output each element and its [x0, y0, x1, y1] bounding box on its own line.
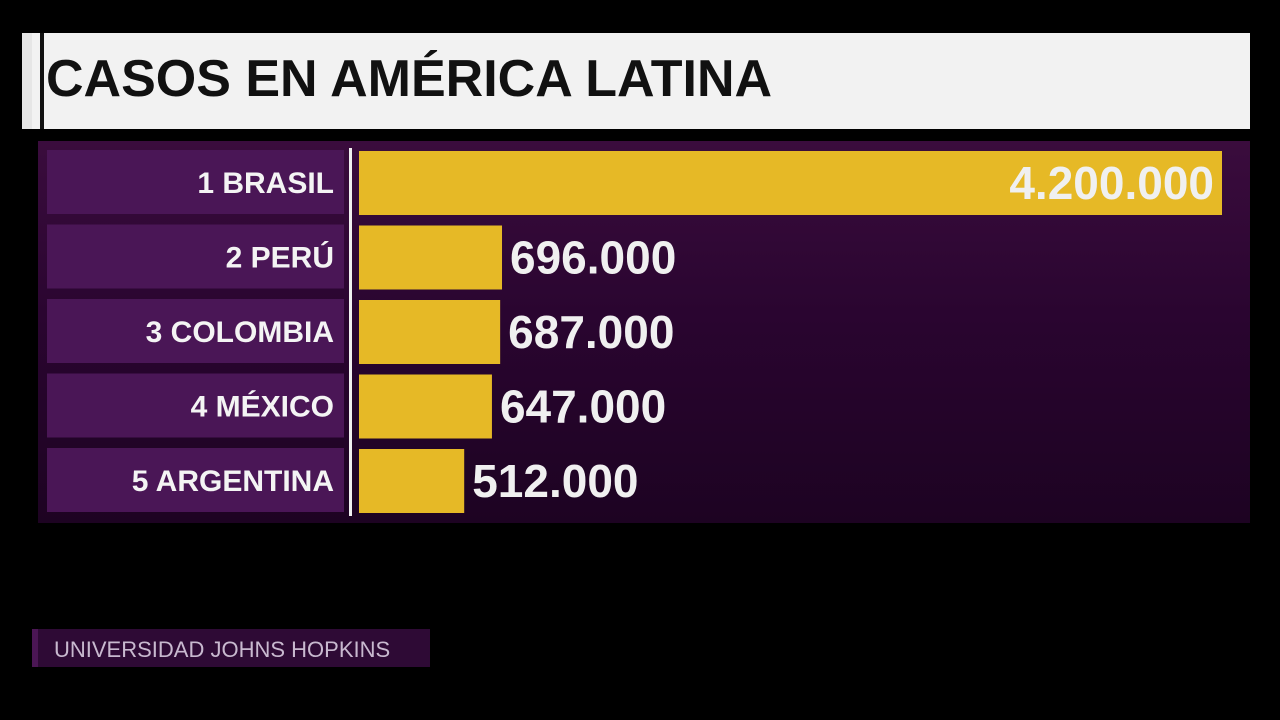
data-label: 512.000 [472, 455, 638, 507]
data-label: 4.200.000 [1009, 157, 1214, 209]
bar [359, 449, 465, 513]
chart-title: CASOS EN AMÉRICA LATINA [46, 50, 773, 108]
data-label: 647.000 [500, 381, 666, 433]
bar [359, 151, 1222, 215]
category-label-box [47, 448, 344, 512]
title-accent-line [40, 33, 44, 129]
axis-divider [349, 148, 352, 516]
source-credit: UNIVERSIDAD JOHNS HOPKINS [32, 629, 430, 667]
category-label-box [47, 224, 344, 289]
category-label: 2 PERÚ [226, 241, 334, 275]
category-label: 3 COLOMBIA [146, 316, 334, 349]
data-label: 687.000 [508, 306, 674, 358]
bar [359, 374, 492, 439]
bar [359, 300, 501, 364]
data-label: 696.000 [510, 232, 676, 284]
title-bar: CASOS EN AMÉRICA LATINA [22, 33, 1250, 129]
bar [359, 225, 503, 290]
category-label: 5 ARGENTINA [132, 465, 334, 498]
category-label-box [47, 373, 344, 438]
category-label-box [47, 299, 344, 363]
category-label-box [47, 150, 344, 214]
source-label: UNIVERSIDAD JOHNS HOPKINS [54, 637, 391, 662]
category-label: 4 MÉXICO [191, 390, 334, 424]
category-label: 1 BRASIL [197, 167, 334, 200]
